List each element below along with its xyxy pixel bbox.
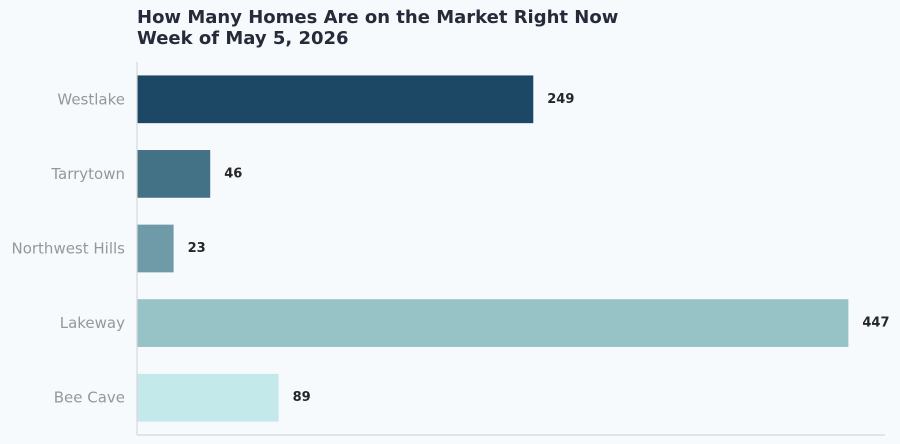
category-label: Westlake: [57, 90, 125, 108]
chart-title: How Many Homes Are on the Market Right N…: [137, 7, 619, 28]
labels-layer: Westlake 249 Tarrytown 46 Northwest Hills 23 L…: [11, 90, 889, 406]
bar-northwest-hills: [137, 224, 174, 273]
category-label: Lakeway: [60, 314, 125, 332]
value-label: 46: [224, 166, 242, 181]
value-label: 447: [862, 316, 889, 331]
value-label: 249: [547, 92, 574, 107]
category-label: Tarrytown: [50, 165, 125, 183]
bars-layer: [137, 75, 849, 422]
category-label: Bee Cave: [54, 389, 125, 407]
category-label: Northwest Hills: [11, 240, 125, 258]
chart-title-block: How Many Homes Are on the Market Right N…: [137, 7, 618, 49]
value-label: 23: [188, 241, 206, 256]
chart-subtitle: Week of May 5, 2026: [137, 28, 349, 49]
bar-lakeway: [137, 299, 849, 347]
bar-bee-cave: [137, 373, 279, 422]
value-label: 89: [293, 390, 311, 405]
bar-tarrytown: [137, 150, 211, 198]
bar-westlake: [137, 75, 534, 124]
